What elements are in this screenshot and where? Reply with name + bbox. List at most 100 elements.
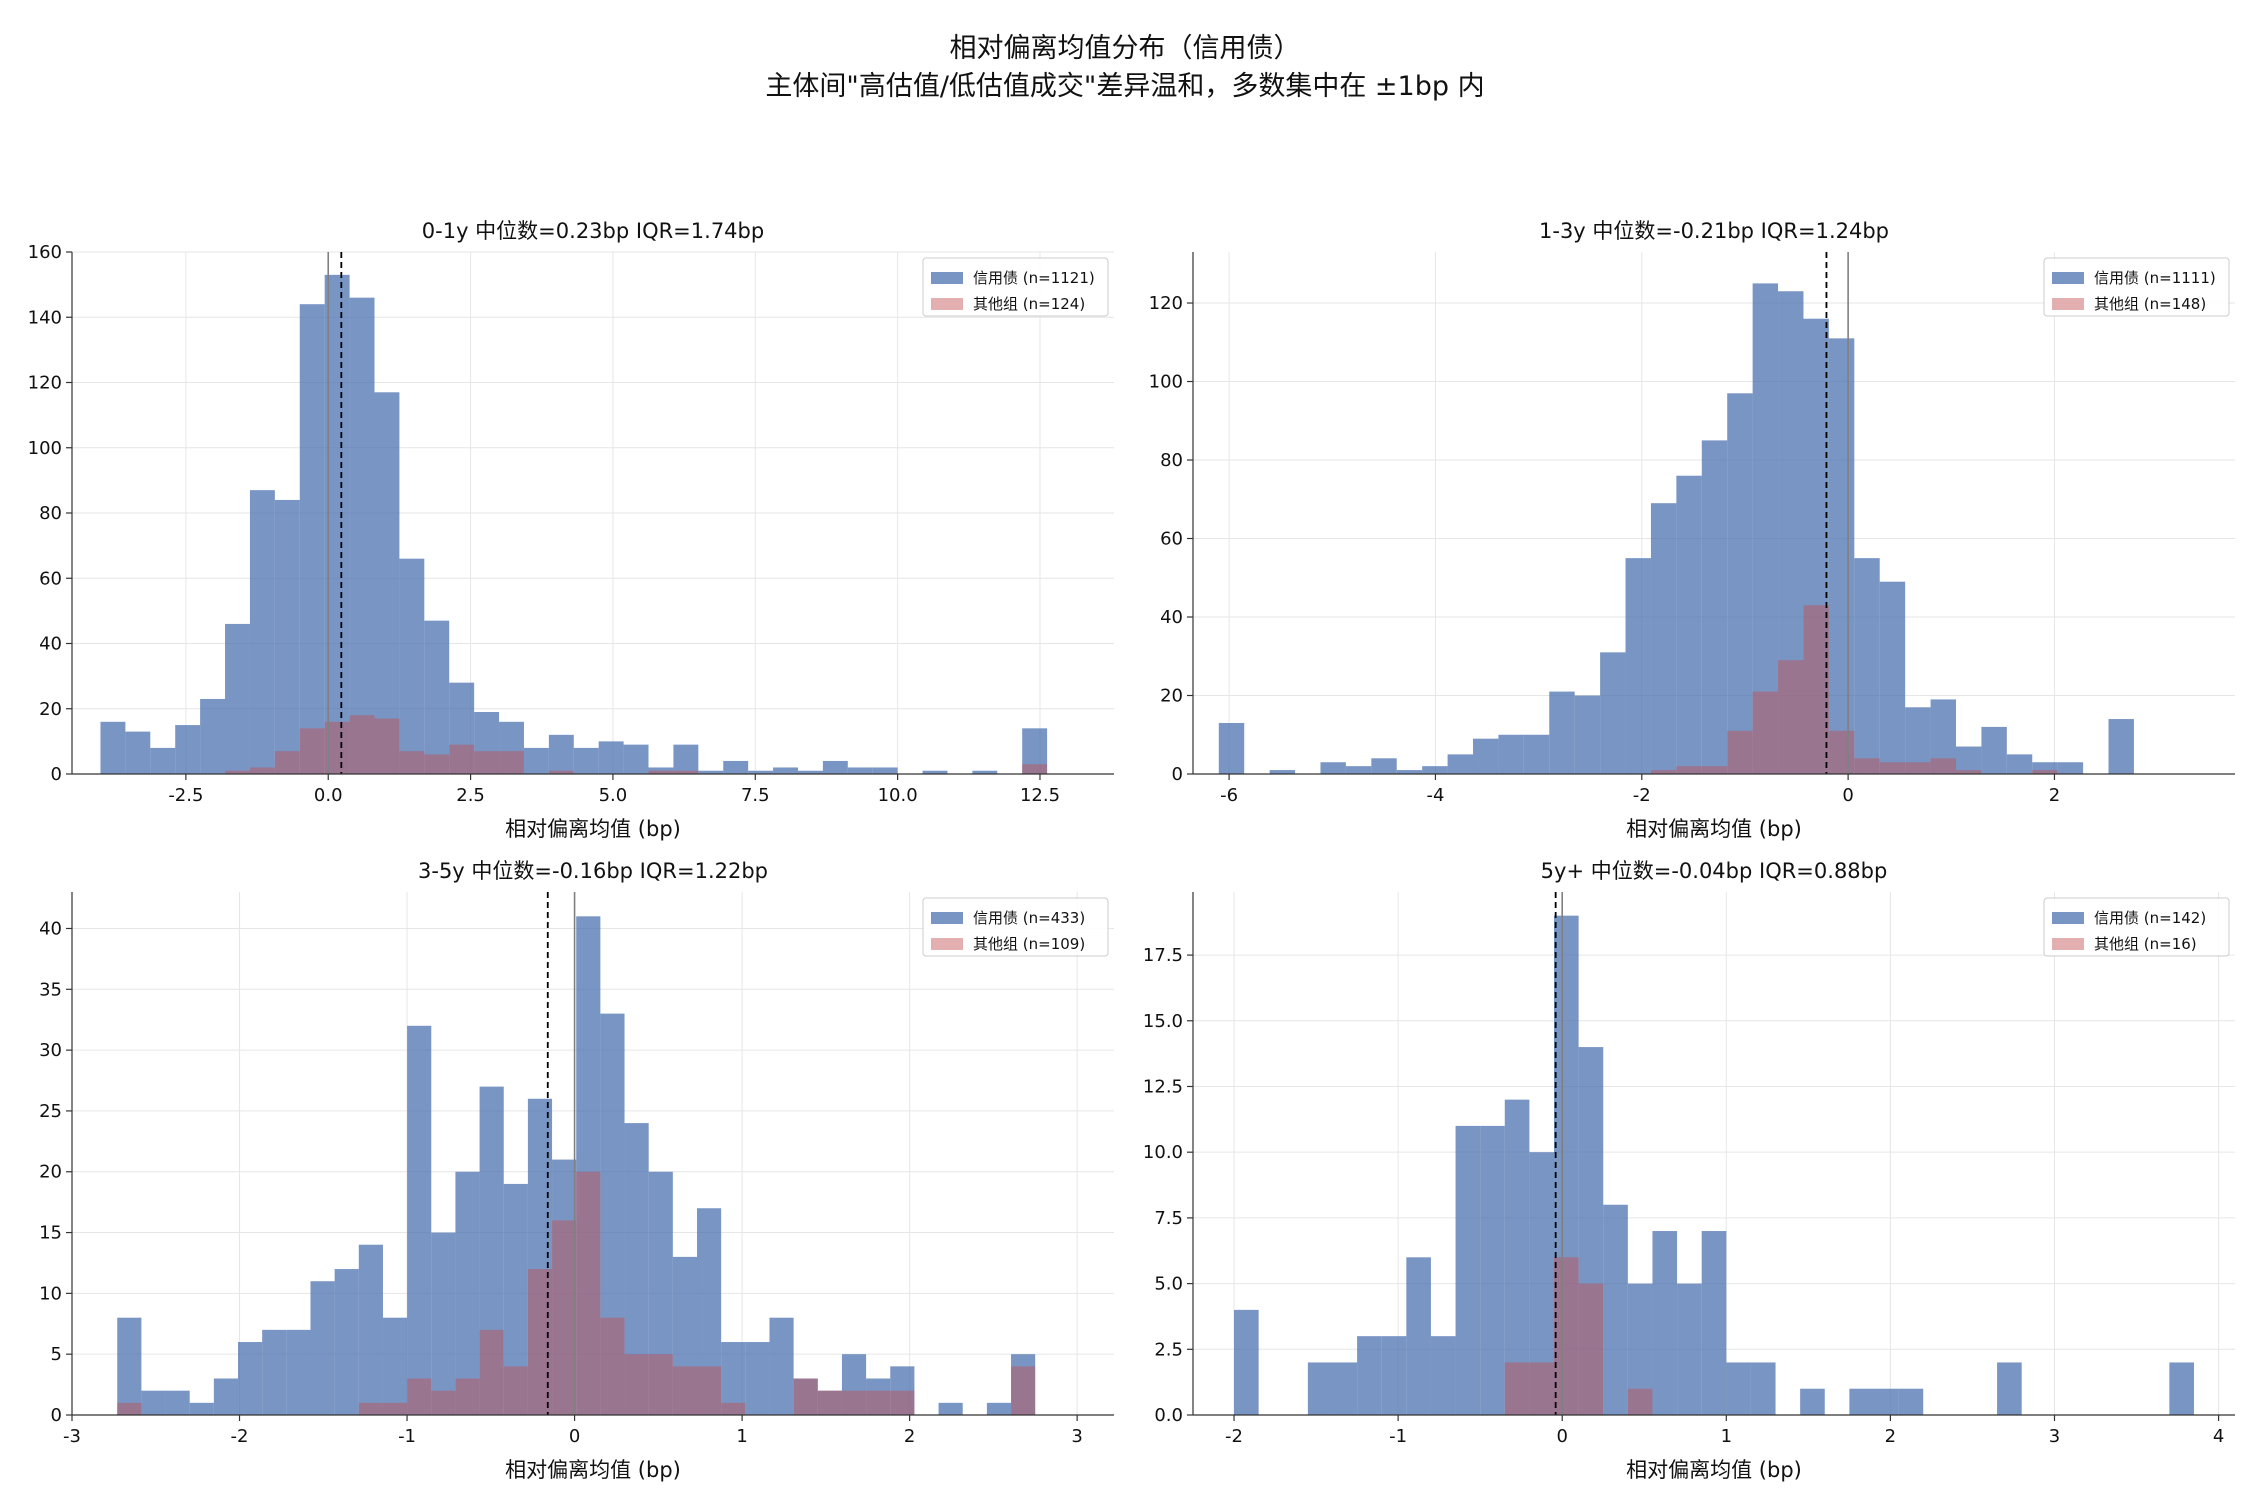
y-tick-label: 100	[1149, 372, 1183, 393]
bar	[673, 744, 699, 774]
bar	[1627, 1283, 1653, 1415]
bar	[723, 760, 749, 774]
bar	[407, 1025, 432, 1415]
bar	[1701, 766, 1728, 774]
bar	[431, 1390, 456, 1415]
bar	[479, 1086, 504, 1415]
bar	[1676, 766, 1702, 774]
bar	[424, 620, 450, 774]
panel-title: 3-5y 中位数=-0.16bp IQR=1.22bp	[418, 859, 768, 883]
bar	[1650, 770, 1677, 774]
x-tick-label: 2	[904, 1426, 915, 1447]
bar	[1381, 1336, 1407, 1415]
legend-label: 其他组 (n=124)	[973, 295, 1085, 313]
bar	[1873, 1388, 1899, 1415]
bar	[1554, 915, 1579, 1415]
x-tick-label: -2	[1633, 785, 1651, 806]
legend-swatch	[2052, 912, 2084, 924]
bar	[1803, 318, 1829, 774]
bar	[1578, 1047, 1604, 1415]
histogram-0: -2.5 0.0 2.5 5.0 7.5 10.0 12.5 0 20 40 60 80 100 120 1…	[28, 219, 1114, 841]
bar	[1357, 1336, 1382, 1415]
y-tick-label: 0	[51, 1405, 62, 1426]
bar	[1828, 338, 1855, 774]
x-tick-label: 12.5	[1020, 785, 1060, 806]
bar	[1011, 1354, 1036, 1415]
y-tick-label: 60	[1160, 529, 1183, 550]
bar	[745, 1342, 770, 1415]
bar	[866, 1378, 891, 1415]
legend-swatch	[931, 272, 963, 284]
bar	[548, 770, 574, 774]
y-tick-label: 140	[28, 307, 62, 328]
bar	[1727, 393, 1753, 774]
bar	[548, 734, 574, 774]
bar	[175, 725, 201, 774]
bar	[286, 1329, 311, 1415]
bar	[847, 767, 873, 774]
bar	[866, 1390, 891, 1415]
bar	[1234, 1309, 1259, 1415]
bar	[523, 747, 549, 774]
y-tick-label: 12.5	[1143, 1076, 1183, 1097]
y-tick-label: 120	[28, 373, 62, 394]
bar	[449, 682, 475, 774]
bar	[2108, 719, 2134, 774]
bar	[1406, 1257, 1431, 1415]
bar	[600, 1013, 625, 1415]
bar	[573, 747, 599, 774]
bar	[455, 1171, 480, 1415]
bar	[249, 490, 275, 774]
y-tick-label: 100	[28, 438, 62, 459]
bar	[1455, 1125, 1481, 1415]
y-tick-label: 40	[39, 918, 62, 939]
bar	[890, 1366, 915, 1415]
bar	[1778, 660, 1804, 774]
bar	[1701, 440, 1728, 774]
bar	[479, 1329, 504, 1415]
bar	[499, 721, 524, 774]
legend-swatch	[931, 298, 963, 310]
y-tick-label: 10	[39, 1283, 62, 1304]
figure-title: 相对偏离均值分布（信用债）	[949, 33, 1301, 64]
bar	[793, 1378, 818, 1415]
bar	[817, 1390, 842, 1415]
bar	[1726, 1362, 1751, 1415]
bar	[1523, 734, 1550, 774]
bar	[100, 721, 126, 774]
x-tick-label: 0.0	[314, 785, 343, 806]
x-tick-label: 1	[736, 1426, 747, 1447]
bar	[117, 1317, 142, 1415]
bar	[262, 1329, 287, 1415]
bar	[748, 770, 774, 774]
x-tick-label: 3	[1071, 1426, 1082, 1447]
bar	[1011, 1366, 1036, 1415]
bar	[424, 754, 450, 774]
bar	[503, 1183, 528, 1415]
bar	[1854, 558, 1880, 774]
plot-area: -2 -1 0 1 2 3 4 0.0 2.5 5.0 7.5 10.0 12.5 15.0 17.5 5y+…	[1143, 859, 2235, 1482]
series-1	[1650, 605, 2058, 774]
y-tick-label: 0	[1172, 764, 1183, 785]
bar	[623, 744, 649, 774]
bar	[648, 770, 674, 774]
bar	[503, 1366, 528, 1415]
series-1	[1504, 1257, 1653, 1415]
bar	[2057, 762, 2084, 774]
y-tick-label: 0	[51, 764, 62, 785]
bar	[1396, 770, 1423, 774]
bar	[141, 1390, 166, 1415]
panel-title: 1-3y 中位数=-0.21bp IQR=1.24bp	[1539, 219, 1889, 243]
figure-subtitle: 主体间"高估值/低估值成交"差异温和，多数集中在 ±1bp 内	[765, 71, 1485, 102]
bar	[672, 1256, 697, 1415]
bar	[274, 499, 300, 774]
bar	[1879, 762, 1906, 774]
bar	[374, 392, 400, 774]
legend: 信用债 (n=433) 其他组 (n=109)	[922, 897, 1109, 957]
bar	[200, 698, 226, 774]
legend-frame	[2043, 257, 2230, 317]
x-tick-label: 10.0	[878, 785, 918, 806]
bar	[576, 916, 601, 1415]
